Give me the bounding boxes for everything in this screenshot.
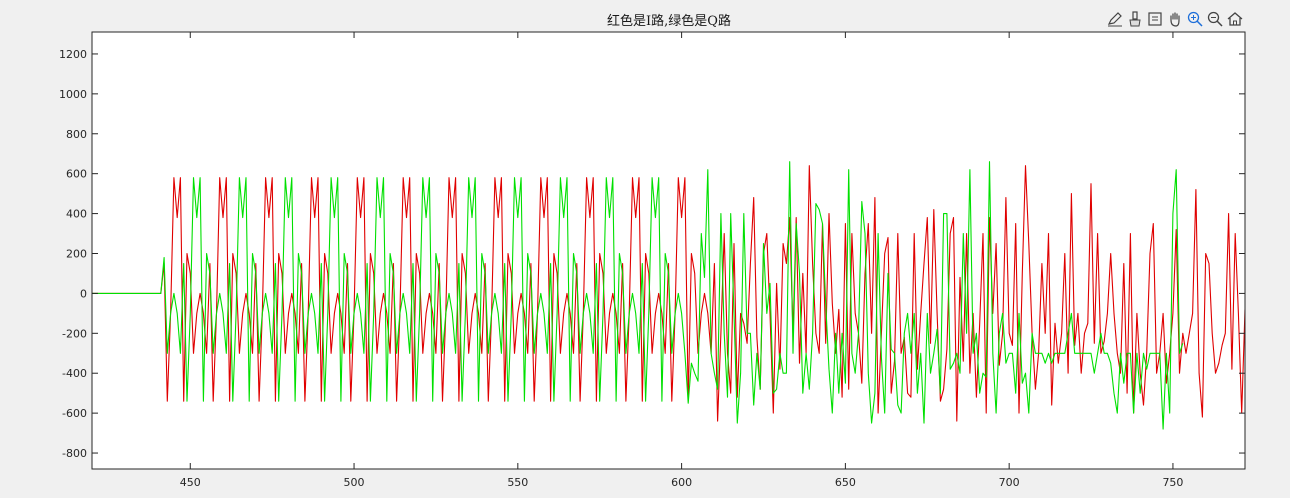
axes-frame — [91, 31, 1246, 470]
y-tick-label: -400 — [62, 367, 87, 380]
zoom-out-icon[interactable] — [1205, 9, 1224, 29]
series-layer — [92, 161, 1245, 430]
series-line-Q[interactable] — [92, 161, 1184, 430]
brush-icon[interactable] — [1125, 9, 1144, 29]
axes-background — [92, 32, 1245, 469]
y-tick-label: 1200 — [59, 48, 87, 61]
x-tick-label: 750 — [1162, 476, 1183, 489]
y-tick-label: -200 — [62, 327, 87, 340]
y-axis: -800 -600 -400 -200 0 200 400 600 800 1000 1200 — [59, 48, 1245, 460]
series-line-I[interactable] — [92, 165, 1245, 422]
x-tick-label: 650 — [835, 476, 856, 489]
y-tick-label: 200 — [66, 247, 87, 260]
y-tick-label: 400 — [66, 208, 87, 221]
zoom-in-icon[interactable] — [1185, 9, 1204, 29]
y-tick-label: 800 — [66, 128, 87, 141]
chart-title: 红色是I路,绿色是Q路 — [607, 14, 731, 29]
axes-toolbar — [1105, 9, 1244, 29]
data-tips-icon[interactable] — [1145, 9, 1164, 29]
edit-icon[interactable] — [1105, 9, 1124, 29]
y-tick-label: 1000 — [59, 88, 87, 101]
y-tick-label: -600 — [62, 407, 87, 420]
x-tick-label: 550 — [507, 476, 528, 489]
x-axis: 450 500 550 600 650 700 750 — [180, 32, 1183, 489]
y-tick-label: -800 — [62, 447, 87, 460]
x-tick-label: 450 — [180, 476, 201, 489]
x-tick-label: 600 — [671, 476, 692, 489]
x-tick-label: 700 — [999, 476, 1020, 489]
y-tick-label: 0 — [80, 287, 87, 300]
y-tick-label: 600 — [66, 168, 87, 181]
x-tick-label: 500 — [344, 476, 365, 489]
home-icon[interactable] — [1225, 9, 1244, 29]
pan-icon[interactable] — [1165, 9, 1184, 29]
